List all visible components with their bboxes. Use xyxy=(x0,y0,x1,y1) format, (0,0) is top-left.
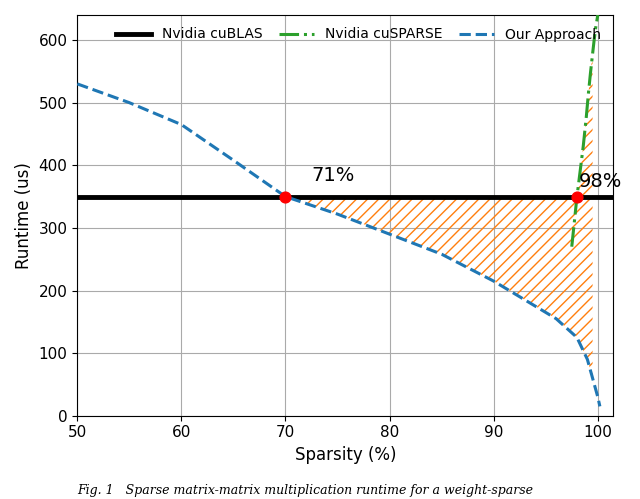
Text: 71%: 71% xyxy=(312,166,355,185)
Y-axis label: Runtime (us): Runtime (us) xyxy=(15,162,33,269)
Point xyxy=(572,193,582,201)
Text: Fig. 1   Sparse matrix-matrix multiplication runtime for a weight-sparse: Fig. 1 Sparse matrix-matrix multiplicati… xyxy=(77,484,532,497)
Text: 98%: 98% xyxy=(579,172,623,191)
Point xyxy=(280,193,291,201)
Legend: Nvidia cuBLAS, Nvidia cuSPARSE, Our Approach: Nvidia cuBLAS, Nvidia cuSPARSE, Our Appr… xyxy=(110,22,607,47)
X-axis label: Sparsity (%): Sparsity (%) xyxy=(294,446,396,464)
